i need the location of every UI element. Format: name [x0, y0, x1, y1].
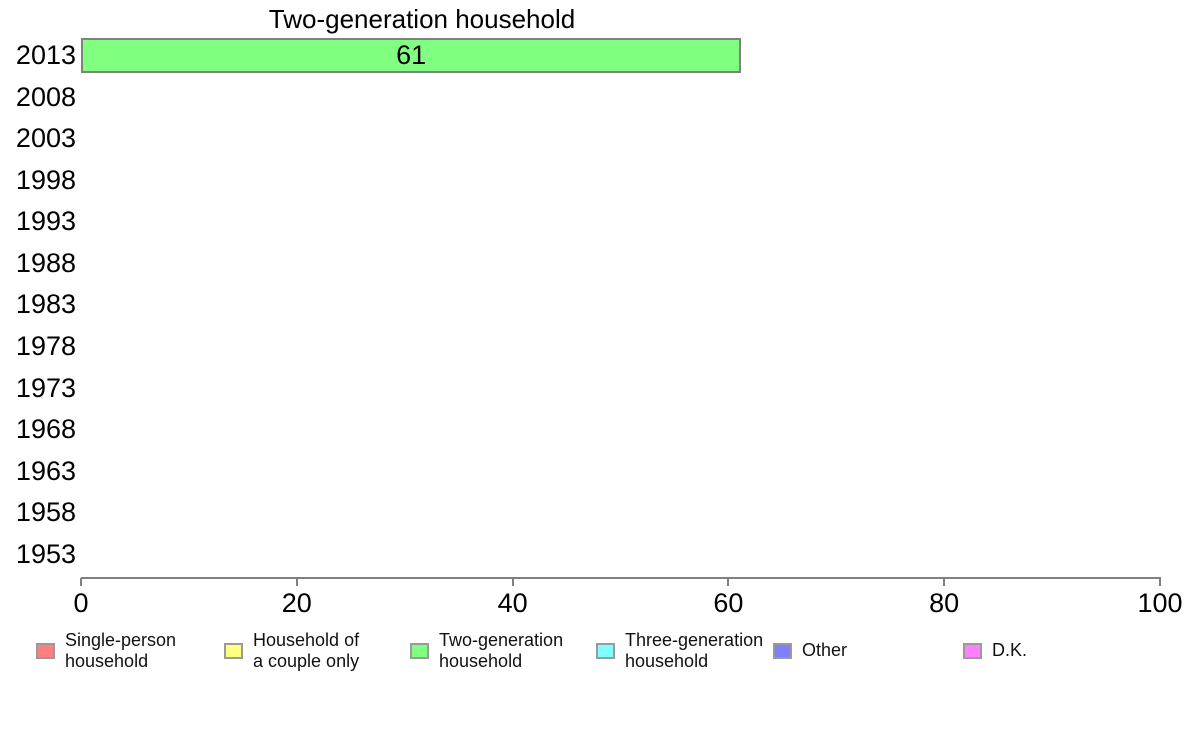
y-axis-label: 1963: [15, 455, 76, 486]
chart-title: Two-generation household: [268, 4, 576, 34]
x-tick-label: 60: [713, 588, 744, 618]
x-tick-mark: [1159, 578, 1161, 586]
y-axis-label: 2013: [15, 40, 76, 70]
legend-swatch: [963, 642, 982, 659]
legend-label: Three-generation household: [625, 629, 764, 671]
x-tick-mark: [80, 578, 82, 586]
y-axis-label: 1973: [15, 372, 76, 403]
x-axis-line: [81, 577, 1161, 579]
x-tick-mark: [511, 578, 514, 586]
x-tick-label: 100: [1137, 588, 1183, 618]
x-tick-label: 80: [929, 588, 960, 618]
y-axis-label: 1968: [15, 414, 76, 445]
x-tick-mark: [943, 578, 946, 586]
x-tick-mark: [727, 578, 730, 586]
x-tick-label: 40: [497, 588, 528, 618]
legend-label: D.K.: [992, 640, 1028, 660]
y-axis-label: 1988: [15, 247, 76, 278]
legend-swatch: [596, 642, 615, 659]
y-axis-label: 2003: [15, 123, 76, 154]
x-tick-mark: [295, 578, 298, 586]
legend-label: Single-person household: [65, 629, 177, 671]
legend-label: Household of a couple only: [253, 629, 360, 671]
bar-value-label: 61: [396, 39, 427, 70]
legend-swatch: [410, 642, 429, 659]
y-axis-label: 1953: [15, 538, 76, 569]
y-axis-label: 1998: [15, 164, 76, 195]
legend-label: Other: [802, 640, 848, 660]
legend-label: Two-generation household: [439, 629, 564, 671]
legend-swatch: [773, 642, 792, 659]
bar: 61: [81, 37, 742, 73]
y-axis-label: 1983: [15, 289, 76, 320]
legend-swatch: [224, 642, 243, 659]
y-axis-label: 1978: [15, 331, 76, 362]
legend-swatch: [36, 642, 55, 659]
x-tick-label: 20: [281, 588, 312, 618]
y-axis-label: 1993: [15, 206, 76, 237]
y-axis-label: 2008: [15, 81, 76, 112]
x-tick-label: 0: [73, 588, 89, 618]
y-axis-label: 1958: [15, 497, 76, 528]
